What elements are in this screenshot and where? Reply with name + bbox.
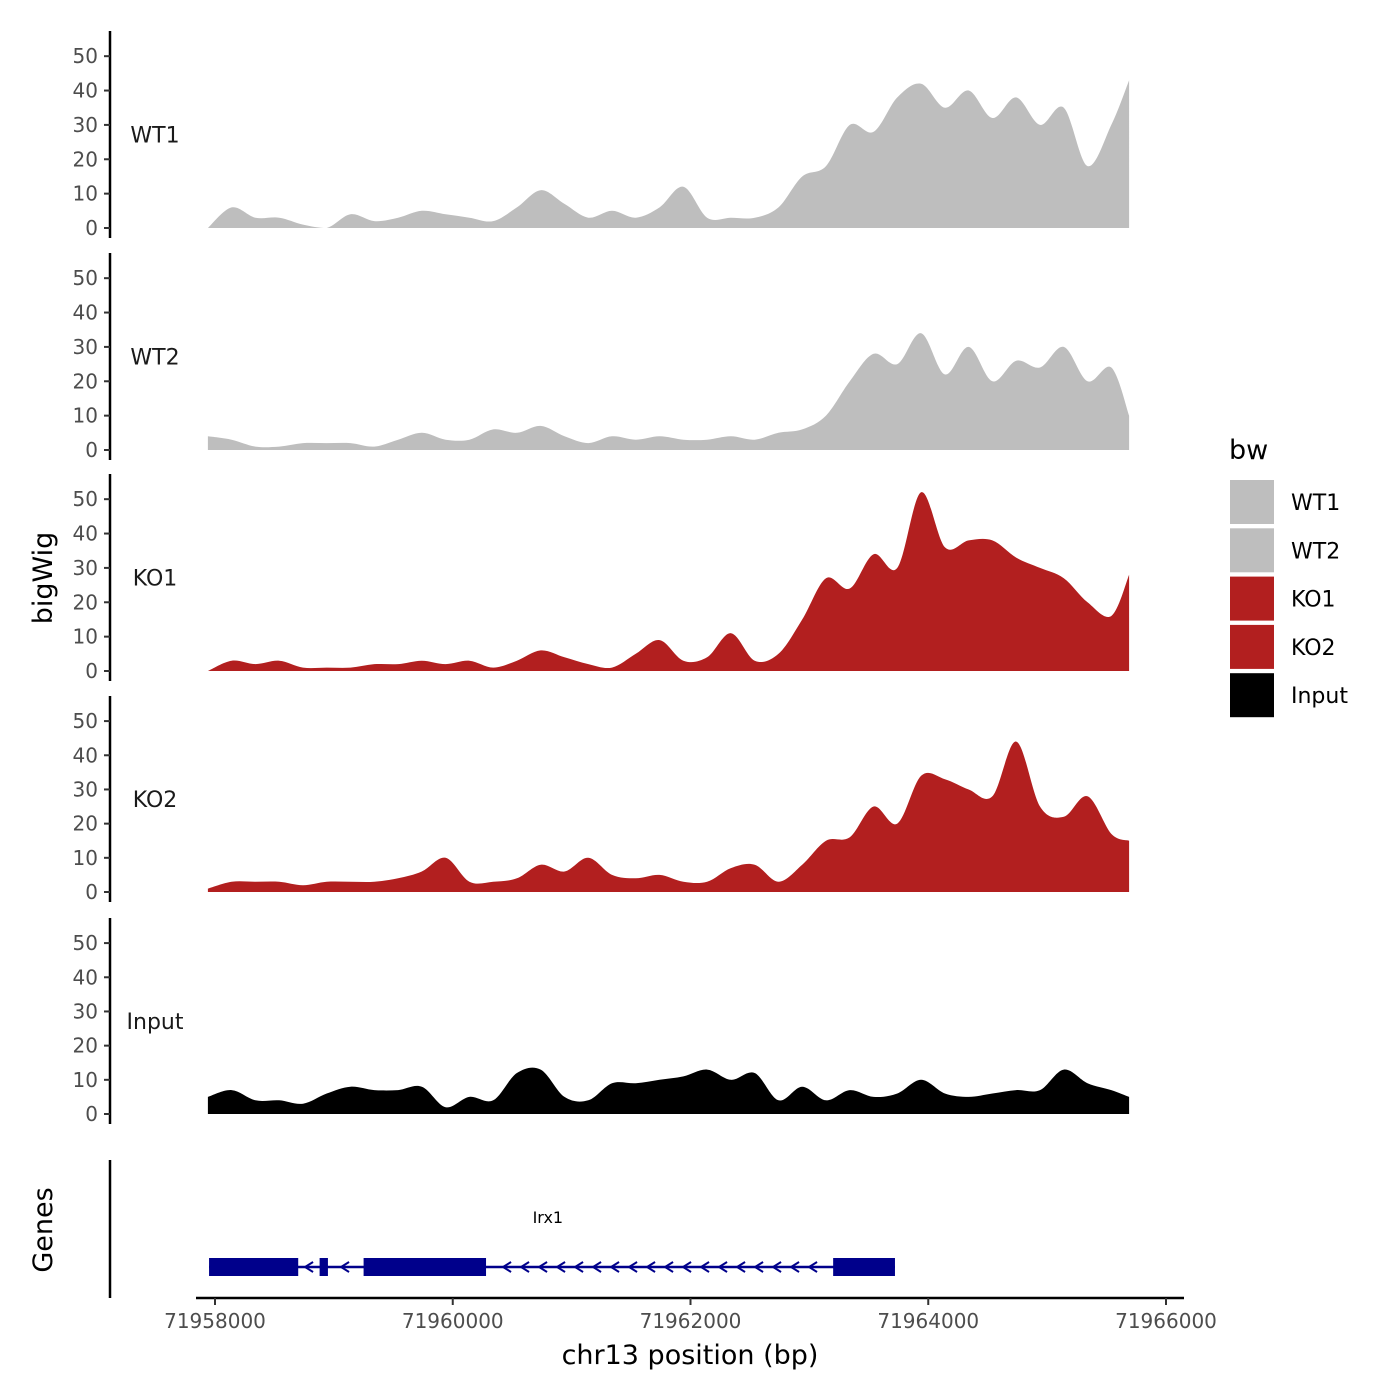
y-tick-label: 40 (73, 743, 98, 767)
y-tick-label: 30 (73, 777, 98, 801)
y-axis-title: bigWig (28, 532, 59, 625)
y-tick-label: 20 (73, 590, 98, 614)
coverage-tracks: 0 10 20 30 40 50 WT1 0 10 20 30 40 50 WT2 0 10 20 30 40 50 K… (73, 31, 1130, 1126)
y-tick-label: 0 (85, 659, 98, 683)
y-tick-label: 40 (73, 522, 98, 546)
y-tick-label: 40 (73, 79, 98, 103)
track-input: 0 10 20 30 40 50 Input (73, 918, 1130, 1126)
x-axis: 71958000 71960000 71962000 71964000 71966000 (164, 1296, 1217, 1333)
x-tick-label: 71962000 (640, 1309, 742, 1333)
y-tick-label: 0 (85, 216, 98, 240)
track-ko1: 0 10 20 30 40 50 KO1 (73, 474, 1130, 683)
coverage-area-ko1 (207, 492, 1130, 671)
gene-label: Irx1 (533, 1208, 564, 1227)
track-ko2: 0 10 20 30 40 50 KO2 (73, 696, 1130, 904)
y-tick-label: 0 (85, 880, 98, 904)
strand-chevron (771, 1261, 782, 1273)
strand-chevron (663, 1261, 674, 1273)
legend-swatch-ko1 (1230, 576, 1274, 621)
coverage-area-ko2 (207, 741, 1130, 892)
x-tick-label: 71958000 (164, 1309, 266, 1333)
strand-chevron (735, 1261, 746, 1273)
strand-chevron (591, 1261, 602, 1273)
track-label-ko1: KO1 (133, 567, 178, 592)
strand-chevron (519, 1261, 530, 1273)
legend-label-ko2: KO2 (1291, 636, 1336, 661)
y-tick-label: 0 (85, 1102, 98, 1126)
y-tick-label: 20 (73, 1034, 98, 1058)
track-label-wt2: WT2 (130, 346, 179, 371)
strand-chevron (501, 1261, 512, 1273)
x-tick-label: 71966000 (1115, 1309, 1217, 1333)
strand-chevron (645, 1261, 656, 1273)
y-tick-label: 20 (73, 147, 98, 171)
y-tick-label: 50 (73, 931, 98, 955)
y-tick-label: 40 (73, 965, 98, 989)
coverage-area-wt1 (207, 80, 1130, 228)
y-tick-label: 10 (73, 404, 98, 428)
strand-chevron (681, 1261, 692, 1273)
legend: bw WT1 WT2 KO1 KO2 Input (1229, 435, 1348, 718)
x-axis-title: chr13 position (bp) (562, 1340, 819, 1371)
legend-title: bw (1229, 435, 1268, 466)
track-label-wt1: WT1 (130, 124, 179, 149)
legend-swatch-input (1230, 673, 1274, 718)
y-tick-label: 30 (73, 556, 98, 580)
track-wt2: 0 10 20 30 40 50 WT2 (73, 253, 1130, 462)
y-tick-label: 40 (73, 301, 98, 325)
y-tick-label: 0 (85, 438, 98, 462)
y-tick-label: 10 (73, 625, 98, 649)
x-tick-label: 71964000 (877, 1309, 979, 1333)
y-tick-label: 10 (73, 1068, 98, 1092)
strand-chevron (609, 1261, 620, 1273)
legend-label-wt2: WT2 (1291, 539, 1340, 564)
gene-irx1: Irx1 (209, 1208, 895, 1276)
gene-track: Irx1 (108, 1160, 895, 1298)
y-tick-label: 10 (73, 182, 98, 206)
legend-swatch-wt1 (1230, 480, 1274, 524)
y-tick-label: 30 (73, 113, 98, 137)
x-tick-label: 71960000 (402, 1309, 504, 1333)
strand-chevron (807, 1261, 818, 1273)
y-tick-label: 30 (73, 335, 98, 359)
strand-chevron (699, 1261, 710, 1273)
strand-chevron (573, 1261, 584, 1273)
y-tick-label: 20 (73, 369, 98, 393)
legend-swatch-ko2 (1230, 624, 1274, 669)
strand-chevron (717, 1261, 728, 1273)
y-tick-label: 20 (73, 812, 98, 836)
strand-chevron (537, 1261, 548, 1273)
y-tick-label: 50 (73, 709, 98, 733)
legend-label-wt1: WT1 (1291, 491, 1340, 516)
y-tick-label: 10 (73, 846, 98, 870)
y-tick-label: 50 (73, 487, 98, 511)
track-label-input: Input (127, 1010, 184, 1035)
gene-exon (319, 1258, 328, 1276)
strand-chevron (789, 1261, 800, 1273)
coverage-area-wt2 (207, 333, 1130, 450)
track-wt1: 0 10 20 30 40 50 WT1 (73, 31, 1130, 240)
track-label-ko2: KO2 (133, 788, 178, 813)
gene-exon (363, 1258, 487, 1276)
legend-label-ko1: KO1 (1291, 588, 1336, 613)
strand-chevron (627, 1261, 638, 1273)
coverage-area-input (207, 1067, 1130, 1114)
legend-swatch-wt2 (1230, 528, 1274, 573)
y-tick-label: 50 (73, 266, 98, 290)
strand-chevron (339, 1261, 350, 1273)
y-tick-label: 50 (73, 44, 98, 68)
legend-label-input: Input (1291, 684, 1348, 709)
strand-chevron (555, 1261, 566, 1273)
strand-chevron (303, 1261, 314, 1273)
gene-exon (209, 1258, 299, 1276)
gene-exon (833, 1258, 895, 1276)
y-tick-label: 30 (73, 999, 98, 1023)
genes-axis-title: Genes (28, 1187, 59, 1272)
strand-chevron (753, 1261, 764, 1273)
